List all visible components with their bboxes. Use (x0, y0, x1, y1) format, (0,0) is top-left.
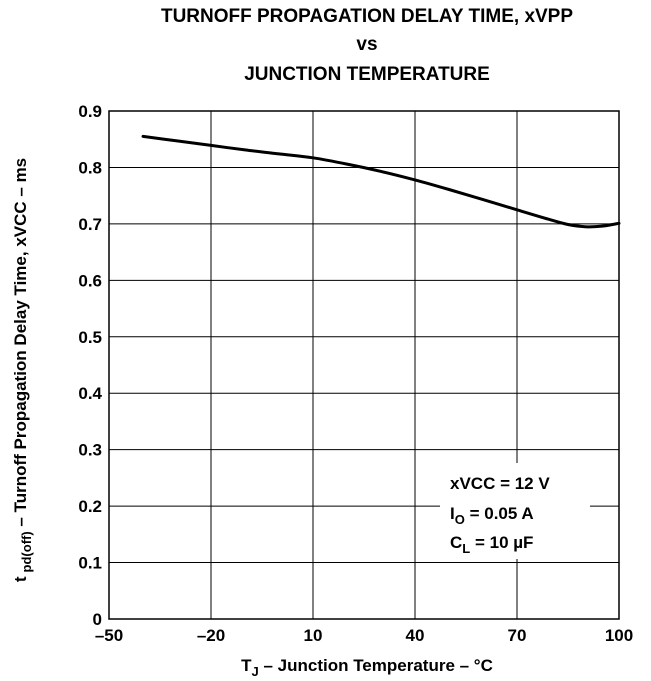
y-tick-label-1: 0.1 (78, 554, 102, 573)
y-tick-label-2: 0.2 (78, 497, 102, 516)
annotation-background (440, 463, 590, 559)
y-tick-label-6: 0.6 (78, 271, 102, 290)
chart-title-line-1: TURNOFF PROPAGATION DELAY TIME, xVPP (161, 6, 573, 27)
chart-title: TURNOFF PROPAGATION DELAY TIME, xVPP vs … (161, 6, 573, 85)
x-axis-label-rest: – Junction Temperature – °C (259, 656, 493, 675)
y-axis-label-sub: pd(off) (19, 531, 34, 572)
x-axis-label: TJ – Junction Temperature – °C (241, 656, 493, 679)
y-tick-label-9: 0.9 (78, 102, 102, 121)
y-tick-label-4: 0.4 (78, 384, 102, 403)
x-axis-label-main: T (241, 656, 252, 675)
annotation-line-3-rest: = 10 µF (470, 533, 533, 552)
annotation-line-1: xVCC = 12 V (450, 474, 550, 493)
y-tick-label-5: 0.5 (78, 328, 102, 347)
x-tick-label-1: –20 (197, 626, 225, 645)
annotation-line-2: IO = 0.05 A (450, 504, 534, 527)
y-tick-label-8: 0.8 (78, 158, 102, 177)
x-tick-label-5: 100 (605, 626, 633, 645)
y-axis-label-rest: – Turnoff Propagation Delay Time, xVCC –… (11, 158, 30, 531)
y-tick-label-0: 0 (93, 610, 102, 629)
y-tick-label-3: 0.3 (78, 441, 102, 460)
annotation-line-2-sub: O (455, 512, 465, 527)
x-tick-label-4: 70 (508, 626, 527, 645)
annotation-box: xVCC = 12 V IO = 0.05 A CL = 10 µF (440, 463, 590, 559)
x-tick-labels: –50 –20 10 40 70 100 (95, 626, 633, 645)
y-tick-labels: 0 0.1 0.2 0.3 0.4 0.5 0.6 0.7 0.8 0.9 (78, 102, 102, 629)
series-line-0 (141, 134, 621, 229)
y-axis-label: t pd(off) – Turnoff Propagation Delay Tim… (11, 158, 34, 582)
y-axis-label-main: t (11, 576, 30, 582)
plot-frame (108, 110, 620, 620)
y-tick-label-7: 0.7 (78, 215, 102, 234)
chart-title-line-3: JUNCTION TEMPERATURE (244, 64, 490, 85)
series-group (141, 134, 621, 229)
annotation-line-1-main: xVCC = 12 V (450, 474, 550, 493)
annotation-line-2-rest: = 0.05 A (465, 504, 534, 523)
annotation-line-3-main: C (450, 533, 462, 552)
annotation-line-2-main: I (450, 504, 455, 523)
annotation-line-3: CL = 10 µF (450, 533, 533, 556)
x-tick-label-0: –50 (95, 626, 123, 645)
annotation-line-3-sub: L (462, 541, 470, 556)
chart-title-line-2: vs (356, 34, 377, 55)
x-tick-label-3: 40 (406, 626, 425, 645)
x-axis-label-sub: J (252, 664, 259, 679)
x-tick-label-2: 10 (304, 626, 323, 645)
